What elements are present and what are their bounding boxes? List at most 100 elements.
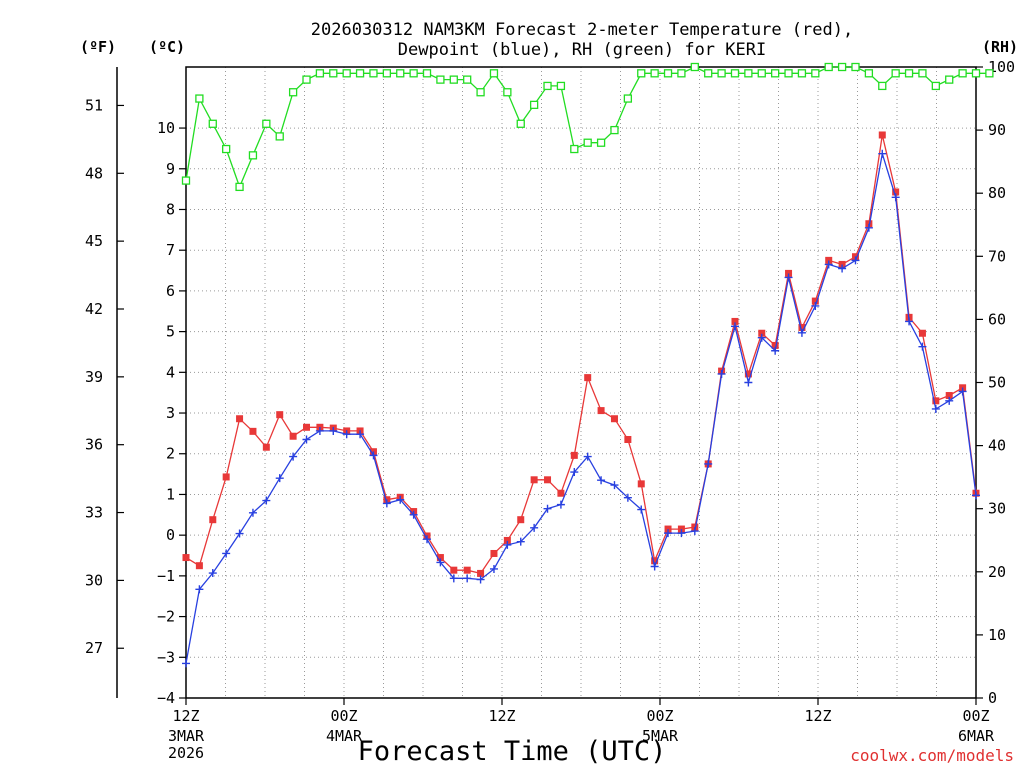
dewpoint-series-line xyxy=(185,153,977,664)
dewpoint-point xyxy=(208,569,217,578)
dewpoint-point xyxy=(771,346,780,355)
rh-point xyxy=(181,176,191,185)
rh-tick-label: 0 xyxy=(988,689,997,707)
x-tick-date-label: 5MAR xyxy=(642,727,679,745)
rh-point xyxy=(945,75,954,84)
rh-point xyxy=(985,69,994,78)
celsius-tick-label: −3 xyxy=(157,648,175,666)
temperature-point xyxy=(249,427,257,435)
rh-point xyxy=(315,69,325,78)
celsius-tick-label: 1 xyxy=(166,485,175,503)
rh-point xyxy=(583,138,592,147)
rh-point xyxy=(771,69,780,78)
rh-point xyxy=(704,69,713,78)
rh-point xyxy=(208,119,217,128)
rh-point xyxy=(516,119,525,128)
temperature-point xyxy=(771,341,779,349)
x-tick-label: 00Z xyxy=(646,707,673,725)
dewpoint-point xyxy=(851,256,860,265)
celsius-tick-label: −4 xyxy=(157,689,175,707)
temperature-point xyxy=(195,562,203,570)
dewpoint-point xyxy=(838,264,847,273)
celsius-tick-label: 4 xyxy=(166,363,175,381)
temperature-point xyxy=(262,443,270,451)
rh-unit-label: (RH) xyxy=(982,38,1018,56)
dewpoint-point xyxy=(530,523,539,532)
rh-point xyxy=(436,75,445,84)
temperature-point xyxy=(236,415,244,423)
celsius-tick-label: 6 xyxy=(166,282,175,300)
celsius-tick-label: 10 xyxy=(157,119,175,137)
dewpoint-point xyxy=(677,529,686,538)
rh-tick-label: 20 xyxy=(988,563,1006,581)
rh-point xyxy=(342,69,351,78)
rh-point xyxy=(851,62,860,72)
x-tick-label: 12Z xyxy=(488,707,515,725)
x-tick-label: 00Z xyxy=(330,707,357,725)
dewpoint-point xyxy=(302,435,311,444)
rh-point xyxy=(556,81,566,91)
rh-point xyxy=(369,69,378,78)
rh-point xyxy=(637,69,646,78)
dewpoint-point xyxy=(972,491,980,500)
fahrenheit-tick-label: 45 xyxy=(85,232,103,250)
rh-point xyxy=(235,182,244,192)
dewpoint-point xyxy=(396,495,405,504)
rh-point xyxy=(757,69,766,78)
dewpoint-point xyxy=(235,529,244,538)
dewpoint-point xyxy=(449,574,458,583)
tick-labels: −4−3−2−101234567891027303336394245485101… xyxy=(85,58,1015,762)
rh-point xyxy=(931,81,940,91)
temperature-point xyxy=(477,569,485,577)
rh-point xyxy=(489,69,499,78)
dewpoint-point xyxy=(463,574,472,583)
temperature-point xyxy=(892,188,900,196)
rh-point xyxy=(837,62,847,72)
fahrenheit-tick-label: 42 xyxy=(85,300,103,318)
rh-tick-label: 90 xyxy=(988,121,1006,139)
fahrenheit-tick-label: 51 xyxy=(85,96,103,114)
rh-point xyxy=(529,100,539,110)
dewpoint-point xyxy=(757,333,766,342)
axes xyxy=(116,66,983,705)
rh-point xyxy=(302,75,311,84)
rh-point xyxy=(904,69,914,78)
rh-tick-label: 70 xyxy=(988,247,1006,265)
dewpoint-point xyxy=(918,342,927,351)
x-tick-date-label: 3MAR xyxy=(168,727,205,745)
dewpoint-point xyxy=(958,387,967,396)
rh-point xyxy=(422,69,432,78)
dewpoint-point xyxy=(195,585,204,594)
dewpoint-point xyxy=(945,396,954,405)
temperature-point xyxy=(182,554,190,562)
temperature-point xyxy=(798,324,806,332)
x-tick-date-label: 4MAR xyxy=(326,727,363,745)
dewpoint-point xyxy=(744,378,753,387)
dewpoint-point xyxy=(905,317,914,326)
grid xyxy=(186,67,976,699)
dewpoint-point xyxy=(690,527,699,536)
dewpoint-point xyxy=(516,537,525,546)
x-tick-label: 12Z xyxy=(172,707,199,725)
series xyxy=(181,62,994,668)
dewpoint-point xyxy=(797,328,806,337)
temperature-point xyxy=(637,480,645,488)
chart-title-line-1: 2026030312 NAM3KM Forecast 2-meter Tempe… xyxy=(311,20,853,40)
rh-point xyxy=(570,144,579,154)
dewpoint-point xyxy=(583,452,592,461)
x-tick-date-label: 6MAR xyxy=(958,727,995,745)
temperature-point xyxy=(209,516,217,524)
dewpoint-point xyxy=(356,430,365,439)
rh-point xyxy=(677,69,686,78)
temperature-point xyxy=(570,451,578,459)
temperature-point xyxy=(289,432,297,440)
credit-text: coolwx.com/models xyxy=(850,746,1014,765)
temperature-point xyxy=(865,220,873,228)
rh-point xyxy=(864,69,874,78)
dewpoint-point xyxy=(476,575,485,584)
temperature-point xyxy=(557,489,565,497)
temperature-point xyxy=(450,566,458,574)
fahrenheit-unit-label: (ºF) xyxy=(80,38,116,56)
rh-point xyxy=(891,69,900,78)
dewpoint-point xyxy=(811,301,820,310)
